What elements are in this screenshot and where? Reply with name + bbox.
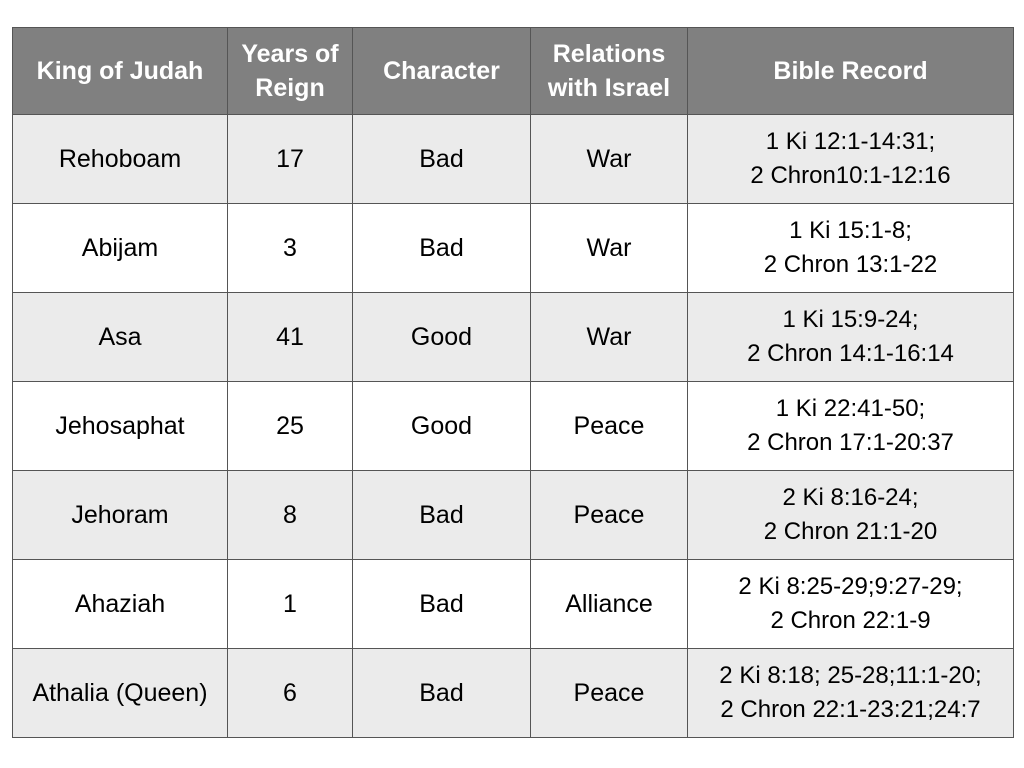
cell-relations: Peace xyxy=(530,470,688,560)
header-relations-line1: Relations xyxy=(552,40,666,68)
header-character: Character xyxy=(352,27,531,115)
ref-line2: 2 Chron 13:1-22 xyxy=(763,251,938,278)
ref-line2: 2 Chron 22:1-9 xyxy=(770,607,931,634)
cell-relations: War xyxy=(530,114,688,204)
ref-line1: 1 Ki 12:1-14:31; xyxy=(765,128,936,155)
cell-relations: Alliance xyxy=(530,559,688,649)
ref-line2: 2 Chron10:1-12:16 xyxy=(750,162,951,189)
cell-bible-record: 1 Ki 15:1-8; 2 Chron 13:1-22 xyxy=(687,203,1014,293)
cell-years: 17 xyxy=(227,114,353,204)
kings-of-judah-table: King of Judah Years of Reign Character R… xyxy=(12,27,1014,738)
header-relations: Relations with Israel xyxy=(530,27,688,115)
cell-years: 6 xyxy=(227,648,353,738)
cell-years: 41 xyxy=(227,292,353,382)
cell-relations: Peace xyxy=(530,648,688,738)
ref-line1: 1 Ki 22:41-50; xyxy=(775,395,926,422)
cell-character: Bad xyxy=(352,114,531,204)
ref-line1: 2 Ki 8:18; 25-28;11:1-20; xyxy=(719,662,982,689)
ref-line1: 2 Ki 8:16-24; xyxy=(782,484,919,511)
ref-line1: 1 Ki 15:9-24; xyxy=(782,306,919,333)
header-years-of-reign: Years of Reign xyxy=(227,27,353,115)
cell-character: Bad xyxy=(352,648,531,738)
table-row: Jehosaphat 25 Good Peace 1 Ki 22:41-50; … xyxy=(12,381,1014,471)
cell-king: Jehosaphat xyxy=(12,381,228,471)
kings-table-container: King of Judah Years of Reign Character R… xyxy=(12,27,1014,738)
header-relations-line2: with Israel xyxy=(547,74,671,102)
cell-bible-record: 2 Ki 8:16-24; 2 Chron 21:1-20 xyxy=(687,470,1014,560)
cell-king: Ahaziah xyxy=(12,559,228,649)
cell-bible-record: 2 Ki 8:18; 25-28;11:1-20; 2 Chron 22:1-2… xyxy=(687,648,1014,738)
cell-character: Bad xyxy=(352,559,531,649)
header-years-line2: Reign xyxy=(255,74,325,102)
table-header-row: King of Judah Years of Reign Character R… xyxy=(12,27,1014,115)
table-row: Athalia (Queen) 6 Bad Peace 2 Ki 8:18; 2… xyxy=(12,648,1014,738)
ref-line2: 2 Chron 21:1-20 xyxy=(763,518,938,545)
ref-line2: 2 Chron 22:1-23:21;24:7 xyxy=(720,696,981,723)
ref-line1: 2 Ki 8:25-29;9:27-29; xyxy=(738,573,963,600)
cell-relations: War xyxy=(530,292,688,382)
ref-line1: 1 Ki 15:1-8; xyxy=(789,217,912,244)
cell-king: Abijam xyxy=(12,203,228,293)
table-row: Jehoram 8 Bad Peace 2 Ki 8:16-24; 2 Chro… xyxy=(12,470,1014,560)
cell-years: 25 xyxy=(227,381,353,471)
cell-king: Asa xyxy=(12,292,228,382)
cell-king: Athalia (Queen) xyxy=(12,648,228,738)
cell-years: 3 xyxy=(227,203,353,293)
cell-character: Good xyxy=(352,381,531,471)
table-row: Asa 41 Good War 1 Ki 15:9-24; 2 Chron 14… xyxy=(12,292,1014,382)
table-row: Rehoboam 17 Bad War 1 Ki 12:1-14:31; 2 C… xyxy=(12,114,1014,204)
ref-line2: 2 Chron 14:1-16:14 xyxy=(747,340,954,367)
cell-bible-record: 1 Ki 15:9-24; 2 Chron 14:1-16:14 xyxy=(687,292,1014,382)
cell-character: Bad xyxy=(352,470,531,560)
cell-bible-record: 1 Ki 22:41-50; 2 Chron 17:1-20:37 xyxy=(687,381,1014,471)
header-years-line1: Years of xyxy=(241,40,339,68)
ref-line2: 2 Chron 17:1-20:37 xyxy=(747,429,954,456)
table-row: Abijam 3 Bad War 1 Ki 15:1-8; 2 Chron 13… xyxy=(12,203,1014,293)
cell-character: Good xyxy=(352,292,531,382)
header-bible-record: Bible Record xyxy=(687,27,1014,115)
cell-relations: War xyxy=(530,203,688,293)
cell-king: Jehoram xyxy=(12,470,228,560)
cell-years: 1 xyxy=(227,559,353,649)
cell-bible-record: 2 Ki 8:25-29;9:27-29; 2 Chron 22:1-9 xyxy=(687,559,1014,649)
cell-relations: Peace xyxy=(530,381,688,471)
header-king: King of Judah xyxy=(12,27,228,115)
cell-bible-record: 1 Ki 12:1-14:31; 2 Chron10:1-12:16 xyxy=(687,114,1014,204)
cell-years: 8 xyxy=(227,470,353,560)
cell-character: Bad xyxy=(352,203,531,293)
table-row: Ahaziah 1 Bad Alliance 2 Ki 8:25-29;9:27… xyxy=(12,559,1014,649)
cell-king: Rehoboam xyxy=(12,114,228,204)
